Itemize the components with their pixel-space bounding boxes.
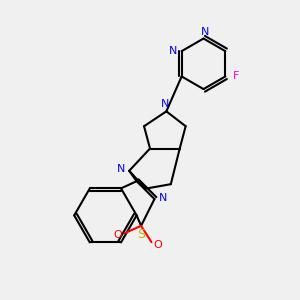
Text: O: O [154, 240, 162, 250]
Text: N: N [117, 164, 125, 174]
Text: N: N [201, 27, 209, 37]
Text: S: S [137, 228, 145, 241]
Text: N: N [161, 99, 169, 109]
Text: N: N [169, 46, 178, 56]
Text: N: N [159, 193, 167, 202]
Text: F: F [232, 71, 239, 81]
Text: O: O [113, 230, 122, 240]
